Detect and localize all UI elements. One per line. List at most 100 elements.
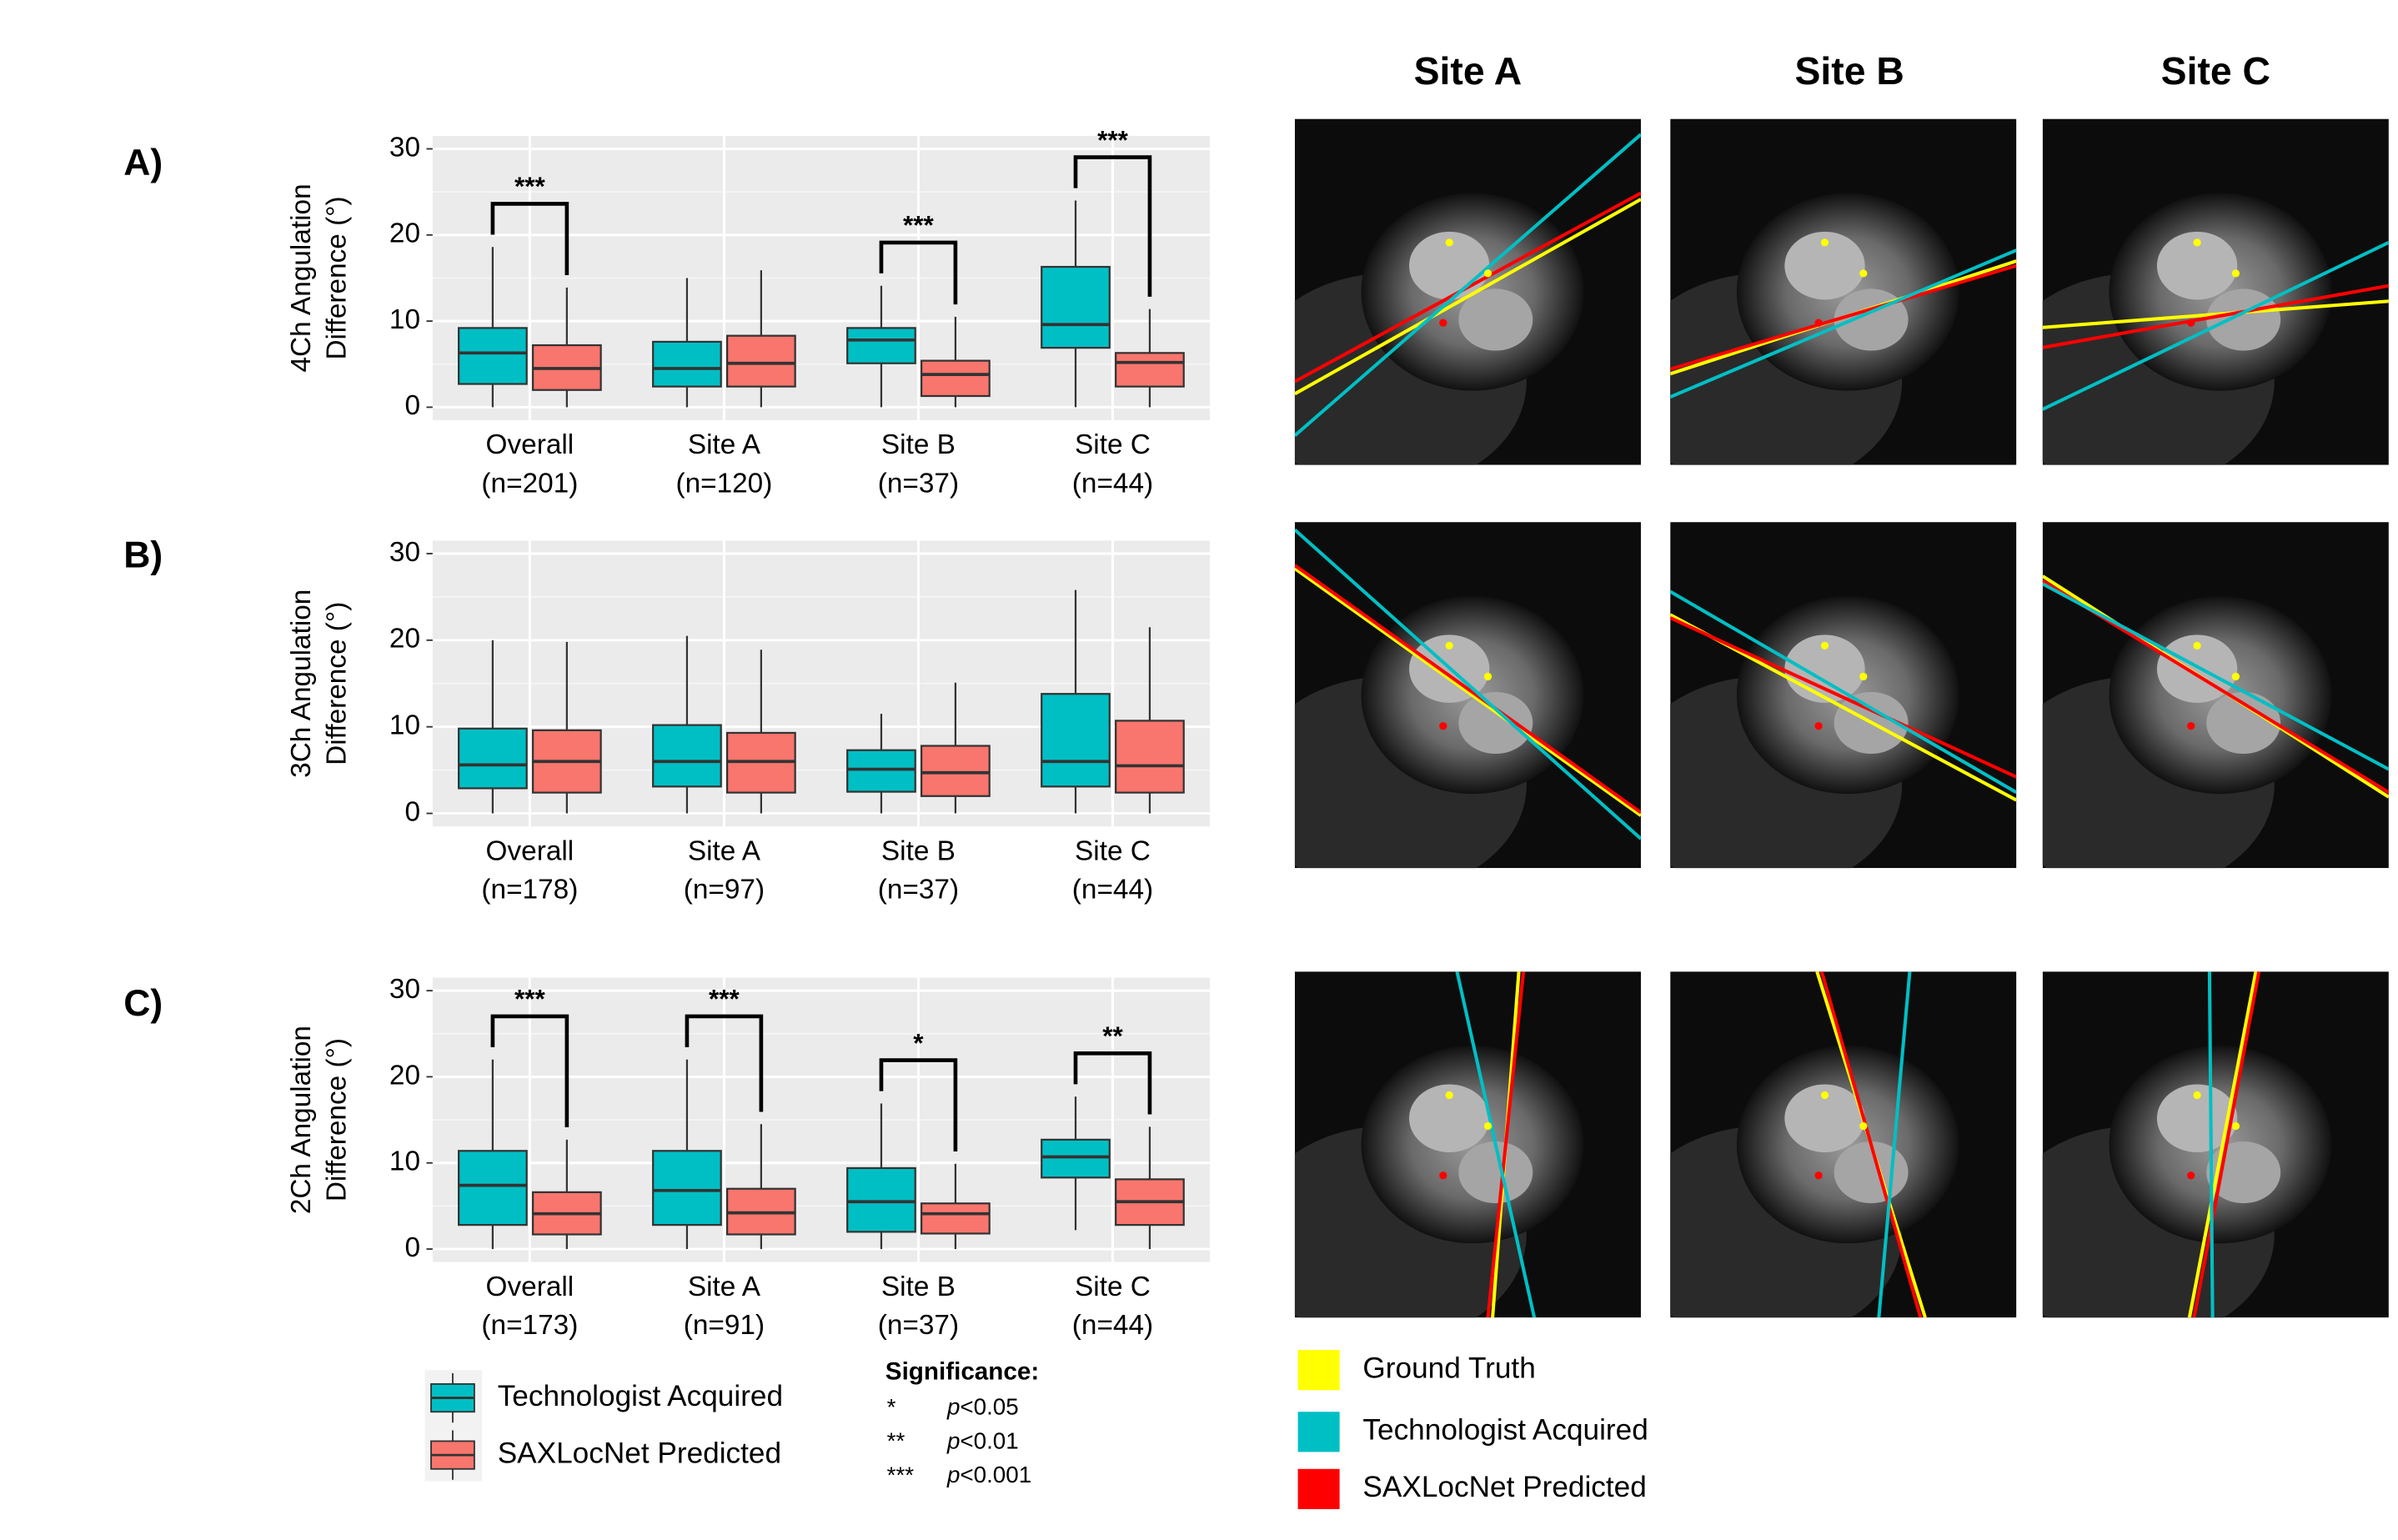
image-chamber xyxy=(2156,1084,2238,1153)
plane-line xyxy=(1670,589,2017,795)
box xyxy=(652,635,722,814)
landmark-dot xyxy=(2193,1091,2201,1100)
landmark-dot xyxy=(1820,641,1829,650)
column-header: Site A xyxy=(1414,49,1523,93)
x-tick-label: (n=37) xyxy=(878,1310,959,1341)
y-axis-label: Difference (°) xyxy=(322,602,353,765)
image-legend-label: Technologist Acquired xyxy=(1362,1414,1648,1447)
x-tick-label: Site B xyxy=(881,429,956,460)
plane-line xyxy=(2187,971,2258,1318)
box xyxy=(1041,589,1111,814)
significance-label: * xyxy=(913,1027,924,1057)
significance-legend-title: Significance: xyxy=(885,1358,1039,1386)
significance-label: *** xyxy=(1097,124,1129,154)
p-symbol: p xyxy=(946,1428,960,1454)
plane-line xyxy=(1294,564,1641,815)
landmark-dot xyxy=(1439,319,1447,327)
box xyxy=(846,1103,916,1250)
image-legend-key xyxy=(1297,1468,1340,1509)
significance-label: *** xyxy=(903,210,935,240)
y-tick-label: 0 xyxy=(404,1232,420,1263)
significance-label: *** xyxy=(514,171,546,201)
x-tick-label: Site C xyxy=(1075,429,1151,460)
y-tick-label: 30 xyxy=(389,974,420,1005)
y-tick-label: 20 xyxy=(389,1060,420,1091)
y-axis-label: Difference (°) xyxy=(322,196,353,359)
landmark-dot xyxy=(2231,1121,2240,1131)
landmark-dot xyxy=(1439,1171,1447,1180)
y-axis-label: Difference (°) xyxy=(322,1038,353,1201)
landmark-dot xyxy=(2231,269,2240,278)
image-legend-label: Ground Truth xyxy=(1362,1352,1535,1385)
x-tick-label: (n=37) xyxy=(878,469,959,499)
landmark-dot xyxy=(1483,1121,1492,1131)
p-symbol: p xyxy=(946,1462,960,1487)
p-threshold: <0.001 xyxy=(960,1462,1031,1487)
landmark-dot xyxy=(1483,672,1492,681)
y-tick-label: 10 xyxy=(389,1146,420,1177)
x-tick-label: (n=91) xyxy=(684,1310,765,1341)
significance-threshold: p<0.001 xyxy=(946,1462,1031,1487)
significance-label: *** xyxy=(514,984,546,1014)
plane-line xyxy=(1877,971,1912,1318)
image-chamber xyxy=(2206,288,2281,351)
landmark-dot xyxy=(2193,238,2201,247)
landmark-dot xyxy=(1814,319,1823,327)
box xyxy=(1115,1126,1185,1250)
x-tick-label: Overall xyxy=(486,429,574,460)
image-chamber xyxy=(1458,1141,1533,1204)
x-tick-label: (n=44) xyxy=(1072,875,1153,905)
y-tick-label: 0 xyxy=(404,390,420,421)
plane-line xyxy=(2192,971,2261,1318)
x-tick-label: (n=44) xyxy=(1072,469,1153,499)
significance-label: *** xyxy=(709,984,740,1014)
plane-line xyxy=(1294,528,1641,840)
box xyxy=(531,641,602,814)
x-tick-label: Overall xyxy=(486,835,574,866)
panel-label: C) xyxy=(123,983,163,1024)
column-header: Site C xyxy=(2161,49,2270,93)
x-tick-label: Overall xyxy=(486,1272,574,1302)
x-tick-label: (n=201) xyxy=(481,469,578,499)
plane-line xyxy=(2042,241,2389,411)
box-body xyxy=(1041,1138,1111,1179)
x-tick-label: (n=37) xyxy=(878,875,959,905)
x-tick-label: (n=178) xyxy=(481,875,578,905)
plane-line xyxy=(1294,198,1641,396)
landmark-dot xyxy=(1859,672,1868,681)
box xyxy=(458,247,528,408)
plane-line xyxy=(2042,299,2389,329)
box-body xyxy=(921,745,991,797)
p-threshold: <0.05 xyxy=(960,1394,1018,1420)
x-tick-label: Site A xyxy=(688,429,761,460)
y-tick-label: 30 xyxy=(389,132,420,163)
box-body xyxy=(458,1150,528,1226)
landmark-dot xyxy=(1445,238,1453,247)
box xyxy=(531,1139,602,1250)
landmark-dot xyxy=(1445,641,1453,650)
image-chamber xyxy=(1784,231,1865,300)
significance-threshold: p<0.05 xyxy=(946,1394,1019,1420)
y-tick-label: 30 xyxy=(389,537,420,568)
p-symbol: p xyxy=(946,1394,960,1420)
significance-bracket xyxy=(490,1014,569,1128)
y-tick-label: 10 xyxy=(389,304,420,335)
landmark-dot xyxy=(1859,269,1868,278)
mri-image xyxy=(2042,971,2389,1318)
mri-image xyxy=(1670,522,2017,869)
x-tick-label: Site B xyxy=(881,1272,956,1302)
box-body xyxy=(1115,720,1185,794)
p-threshold: <0.01 xyxy=(960,1428,1018,1454)
column-header: Site B xyxy=(1795,49,1904,93)
plane-line xyxy=(1670,263,2017,371)
panel-label: A) xyxy=(123,143,163,183)
mri-image xyxy=(1294,118,1641,465)
image-legend-key xyxy=(1297,1412,1340,1452)
significance-symbol: * xyxy=(887,1394,896,1420)
landmark-dot xyxy=(1820,1091,1829,1100)
plane-line xyxy=(2042,582,2389,771)
box xyxy=(652,1059,722,1250)
landmark-dot xyxy=(1483,269,1492,278)
image-chamber xyxy=(2206,691,2281,755)
